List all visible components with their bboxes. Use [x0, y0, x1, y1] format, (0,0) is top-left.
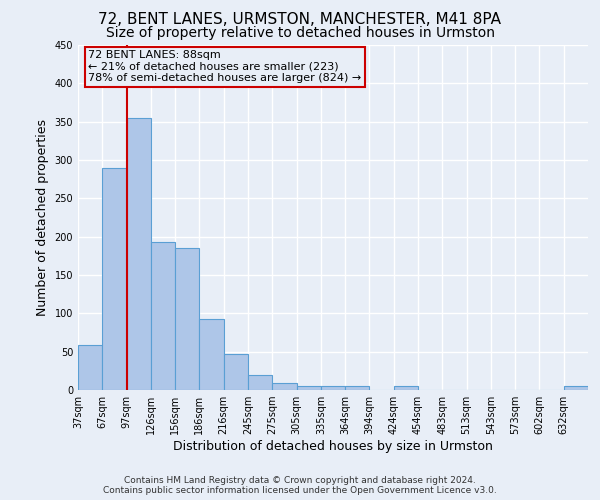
Bar [102, 168, 127, 390]
Text: Size of property relative to detached houses in Urmston: Size of property relative to detached ho… [106, 26, 494, 40]
Bar [175, 248, 199, 390]
Bar [199, 320, 224, 390]
X-axis label: Distribution of detached houses by size in Urmston: Distribution of detached houses by size … [173, 440, 493, 453]
Bar [272, 383, 296, 390]
Text: Contains HM Land Registry data © Crown copyright and database right 2024.: Contains HM Land Registry data © Crown c… [124, 476, 476, 485]
Bar [248, 374, 272, 390]
Bar [564, 386, 588, 390]
Text: 72 BENT LANES: 88sqm
← 21% of detached houses are smaller (223)
78% of semi-deta: 72 BENT LANES: 88sqm ← 21% of detached h… [88, 50, 361, 84]
Bar [151, 242, 175, 390]
Bar [321, 386, 345, 390]
Bar [394, 386, 418, 390]
Text: 72, BENT LANES, URMSTON, MANCHESTER, M41 8PA: 72, BENT LANES, URMSTON, MANCHESTER, M41… [98, 12, 502, 28]
Y-axis label: Number of detached properties: Number of detached properties [36, 119, 49, 316]
Bar [345, 386, 370, 390]
Bar [224, 354, 248, 390]
Bar [296, 386, 321, 390]
Bar [78, 345, 102, 390]
Bar [127, 118, 151, 390]
Text: Contains public sector information licensed under the Open Government Licence v3: Contains public sector information licen… [103, 486, 497, 495]
